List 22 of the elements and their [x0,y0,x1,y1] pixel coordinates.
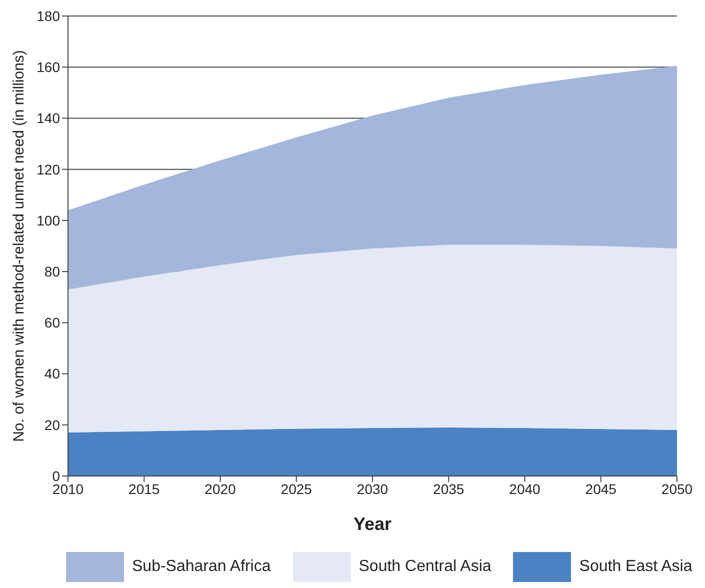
x-tick-label: 2045 [585,480,617,497]
y-tick-label: 180 [36,8,60,24]
x-tick-label: 2015 [128,480,160,497]
y-tick-label: 140 [36,110,60,126]
y-tick-label: 80 [44,264,60,280]
x-tick-label: 2035 [433,480,464,497]
x-tick-label: 2050 [661,480,693,497]
x-tick-label: 2025 [280,480,312,497]
x-axis-title: Year [353,514,392,534]
x-tick-label: 2020 [204,480,236,497]
y-axis-title: No. of women with method-related unmet need (in millions) [10,50,28,442]
legend-label: South Central Asia [358,558,492,576]
y-tick-label: 100 [36,212,60,228]
x-tick-label: 2040 [509,480,541,497]
y-tick-label: 20 [44,416,60,433]
y-tick-label: 120 [36,161,60,178]
y-tick-label: 160 [36,59,60,76]
legend-label: South East Asia [579,558,692,576]
y-tick-label: 60 [44,314,60,331]
legend-label: Sub-Saharan Africa [132,558,271,576]
y-tick-label: 40 [44,366,60,382]
x-tick-label: 2030 [356,480,388,497]
